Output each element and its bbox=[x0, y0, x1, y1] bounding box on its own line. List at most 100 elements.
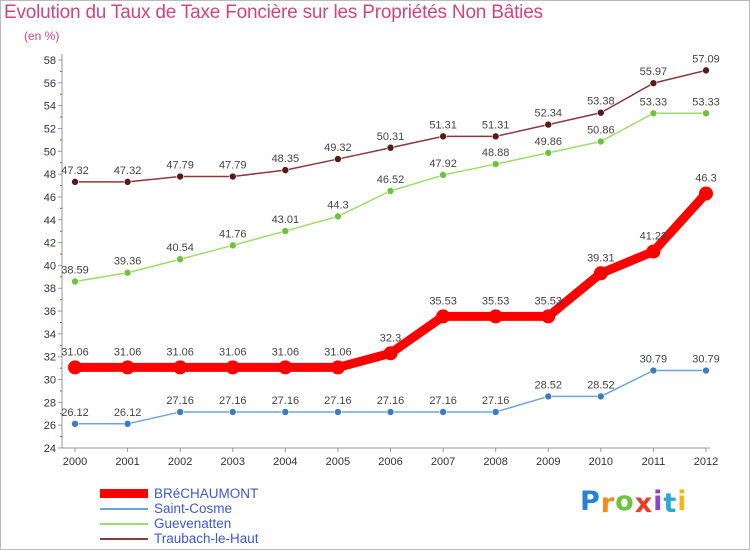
y-tick-label: 50 bbox=[44, 146, 56, 158]
legend-swatch bbox=[100, 489, 148, 498]
y-tick-label: 28 bbox=[44, 397, 56, 409]
data-point bbox=[228, 408, 237, 416]
data-label: 31.06 bbox=[324, 346, 352, 358]
data-label: 47.32 bbox=[114, 165, 142, 177]
x-tick-label: 2002 bbox=[168, 456, 192, 468]
data-point bbox=[597, 108, 605, 117]
data-label: 30.79 bbox=[692, 354, 720, 366]
data-point bbox=[386, 143, 395, 152]
data-label: 27.16 bbox=[219, 395, 247, 407]
data-point bbox=[544, 120, 553, 129]
data-point bbox=[544, 392, 553, 401]
y-tick-label: 30 bbox=[44, 375, 56, 387]
y-tick-label: 52 bbox=[44, 123, 56, 135]
data-label: 31.06 bbox=[219, 346, 247, 358]
data-point bbox=[436, 309, 451, 324]
data-point bbox=[488, 309, 503, 324]
data-point bbox=[330, 360, 345, 375]
chart-legend: BRéCHAUMONT Saint-Cosme Guevenatten Traubac… bbox=[100, 486, 259, 546]
y-tick-label: 40 bbox=[44, 260, 56, 272]
data-point bbox=[541, 309, 556, 324]
data-point bbox=[71, 420, 79, 428]
y-tick-label: 24 bbox=[44, 443, 56, 455]
data-label: 49.86 bbox=[534, 136, 562, 148]
y-tick-label: 56 bbox=[44, 78, 56, 90]
logo-letter: o bbox=[615, 486, 635, 517]
data-label: 48.88 bbox=[482, 147, 510, 159]
data-label: 27.16 bbox=[324, 395, 352, 407]
data-label: 31.06 bbox=[272, 346, 300, 358]
data-label: 50.31 bbox=[377, 131, 405, 143]
data-label: 27.16 bbox=[272, 395, 300, 407]
data-point bbox=[597, 392, 605, 401]
y-tick-label: 34 bbox=[44, 329, 56, 341]
data-label: 31.06 bbox=[61, 346, 89, 358]
legend-item: Saint-Cosme bbox=[100, 501, 259, 516]
data-label: 57.09 bbox=[692, 53, 720, 65]
data-point bbox=[491, 160, 500, 168]
x-tick-label: 2001 bbox=[115, 456, 139, 468]
data-point bbox=[649, 79, 658, 87]
x-tick-label: 2000 bbox=[63, 456, 87, 468]
data-point bbox=[281, 166, 290, 174]
data-label: 53.33 bbox=[640, 96, 668, 108]
data-point bbox=[491, 408, 500, 416]
y-axis-unit-label: (en %) bbox=[24, 29, 60, 43]
data-label: 41.22 bbox=[640, 230, 668, 242]
data-label: 40.54 bbox=[166, 242, 194, 254]
data-point bbox=[123, 268, 132, 277]
data-point bbox=[176, 408, 184, 416]
y-tick-label: 26 bbox=[44, 420, 56, 432]
data-point bbox=[386, 408, 395, 416]
data-point bbox=[386, 187, 395, 195]
x-tick-label: 2006 bbox=[378, 456, 402, 468]
data-label: 26.12 bbox=[61, 407, 89, 419]
data-label: 50.86 bbox=[587, 124, 615, 136]
data-label: 52.34 bbox=[534, 108, 562, 120]
data-label: 27.16 bbox=[377, 395, 405, 407]
logo-letter: i bbox=[677, 486, 688, 517]
data-label: 49.32 bbox=[324, 142, 352, 154]
legend-label: Saint-Cosme bbox=[154, 501, 233, 516]
data-point bbox=[68, 360, 82, 375]
data-label: 39.36 bbox=[114, 256, 142, 268]
legend-swatch bbox=[100, 522, 148, 525]
y-tick-label: 46 bbox=[44, 192, 56, 204]
data-label: 55.97 bbox=[640, 66, 668, 78]
data-point bbox=[71, 178, 79, 186]
x-tick-label: 2011 bbox=[642, 456, 666, 468]
data-label: 32.3 bbox=[380, 332, 401, 344]
chart-title: Evolution du Taux de Taxe Foncière sur l… bbox=[4, 2, 543, 23]
data-point bbox=[334, 212, 342, 221]
legend-swatch bbox=[100, 537, 148, 540]
y-tick-label: 58 bbox=[44, 55, 56, 67]
data-label: 48.35 bbox=[272, 153, 300, 165]
x-tick-label: 2003 bbox=[221, 456, 245, 468]
data-label: 46.52 bbox=[377, 174, 405, 186]
data-point bbox=[334, 408, 342, 416]
y-tick-label: 42 bbox=[44, 238, 56, 250]
data-point bbox=[702, 366, 710, 375]
x-tick-label: 2005 bbox=[326, 456, 350, 468]
data-point bbox=[120, 360, 135, 375]
data-point bbox=[123, 178, 132, 186]
data-point bbox=[281, 408, 290, 416]
data-label: 28.52 bbox=[587, 379, 615, 391]
data-point bbox=[334, 155, 342, 163]
data-label: 44.3 bbox=[327, 199, 348, 211]
data-point bbox=[597, 137, 605, 146]
data-point bbox=[544, 149, 553, 157]
x-tick-label: 2004 bbox=[273, 456, 297, 468]
x-tick-label: 2010 bbox=[589, 456, 613, 468]
data-label: 43.01 bbox=[272, 214, 300, 226]
data-point bbox=[699, 186, 713, 201]
data-point bbox=[383, 346, 398, 361]
data-point bbox=[593, 266, 608, 281]
data-label: 46.3 bbox=[695, 173, 716, 185]
x-tick-label: 2007 bbox=[431, 456, 455, 468]
data-label: 27.16 bbox=[429, 395, 457, 407]
data-label: 38.59 bbox=[61, 265, 89, 277]
legend-label: Traubach-le-Haut bbox=[154, 531, 259, 546]
x-tick-label: 2009 bbox=[536, 456, 560, 468]
legend-item: BRéCHAUMONT bbox=[100, 486, 259, 501]
